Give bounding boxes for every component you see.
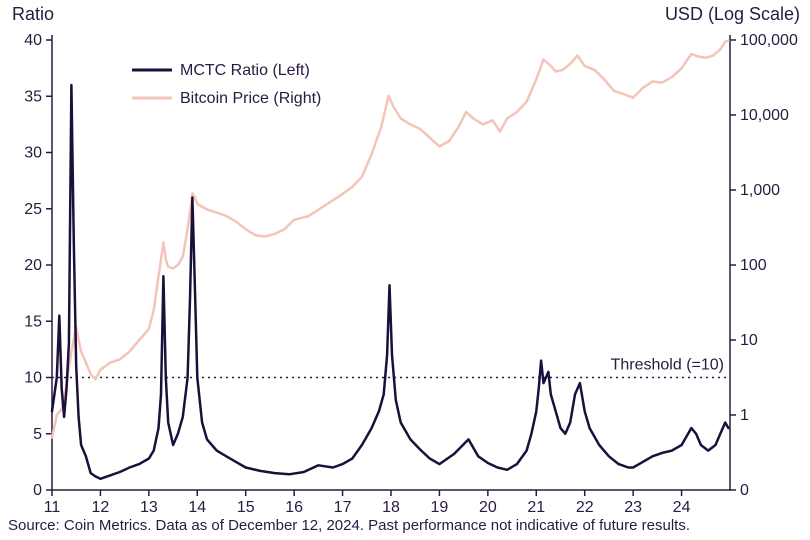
xtick-label: 16 xyxy=(285,499,303,516)
ytick-right-label: 10,000 xyxy=(740,107,789,124)
threshold-label: Threshold (=10) xyxy=(611,357,724,374)
y-left-title: Ratio xyxy=(12,4,54,24)
xtick-label: 23 xyxy=(624,499,642,516)
xtick-label: 15 xyxy=(237,499,255,516)
ytick-left-label: 25 xyxy=(24,201,42,218)
source-caption: Source: Coin Metrics. Data as of Decembe… xyxy=(8,517,690,534)
xtick-label: 12 xyxy=(92,499,110,516)
legend-label: Bitcoin Price (Right) xyxy=(180,90,321,107)
ytick-left-label: 40 xyxy=(24,32,42,49)
chart-container: 0 5 10 15 20 25 30 35 40 0 1 10 100 1,000 10,000 100,00… xyxy=(0,0,810,540)
series-mctc-ratio xyxy=(52,85,729,479)
ytick-left-label: 20 xyxy=(24,257,42,274)
xtick-label: 24 xyxy=(673,499,691,516)
xtick-label: 20 xyxy=(479,499,497,516)
xtick-label: 18 xyxy=(382,499,400,516)
ytick-left-label: 15 xyxy=(24,313,42,330)
chart-svg: 0 5 10 15 20 25 30 35 40 0 1 10 100 1,000 10,000 100,00… xyxy=(0,0,810,540)
ytick-right-label: 100,000 xyxy=(740,32,798,49)
ytick-left-label: 35 xyxy=(24,88,42,105)
xtick-label: 14 xyxy=(188,499,206,516)
ytick-right-label: 1 xyxy=(740,407,749,424)
legend-label: MCTC Ratio (Left) xyxy=(180,62,310,79)
y-right-title: USD (Log Scale) xyxy=(665,4,800,24)
ytick-right-label: 0 xyxy=(740,482,749,499)
ytick-right-label: 100 xyxy=(740,257,767,274)
xtick-label: 13 xyxy=(140,499,158,516)
ytick-left-label: 30 xyxy=(24,145,42,162)
ytick-left-label: 0 xyxy=(33,482,42,499)
xtick-label: 11 xyxy=(44,499,61,516)
ytick-right-label: 1,000 xyxy=(740,182,780,199)
xtick-label: 17 xyxy=(334,499,352,516)
xtick-label: 22 xyxy=(576,499,594,516)
ytick-left-label: 5 xyxy=(33,426,42,443)
ytick-left-label: 10 xyxy=(24,370,42,387)
ytick-right-label: 10 xyxy=(740,332,758,349)
series-bitcoin-price xyxy=(52,41,729,438)
xtick-label: 19 xyxy=(431,499,449,516)
xtick-label: 21 xyxy=(527,499,545,516)
